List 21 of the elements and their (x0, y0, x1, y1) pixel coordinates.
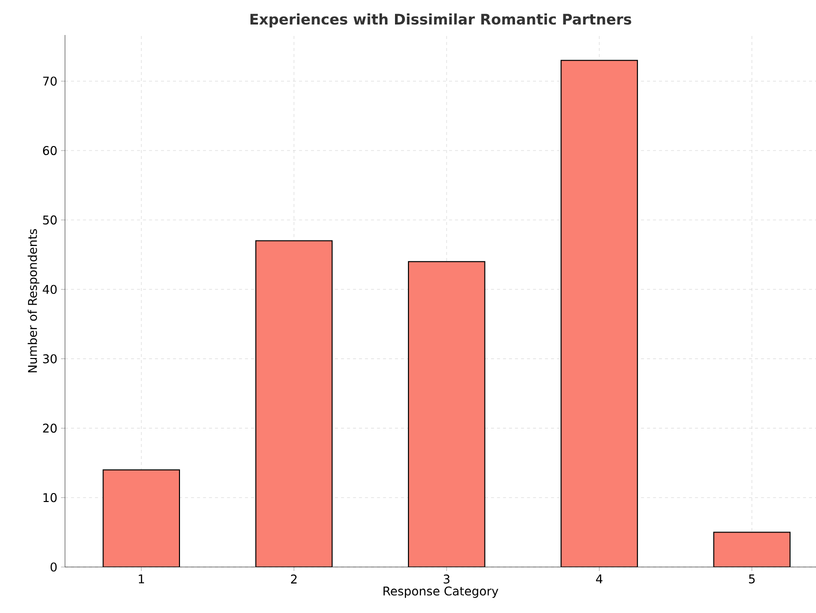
x-tick-label: 2 (291, 574, 297, 584)
x-tick-label: 1 (138, 574, 144, 584)
y-tick-label: 70 (43, 76, 57, 86)
y-tick-label: 40 (42, 284, 57, 294)
x-tick-label: 3 (444, 574, 450, 584)
x-axis-title: Response Category (384, 586, 498, 598)
y-tick-label: 0 (50, 562, 57, 572)
bar (560, 60, 638, 567)
x-tick-label: 4 (596, 574, 602, 584)
y-axis-title: Number of Respondents (28, 229, 40, 372)
bar (255, 240, 333, 567)
bar (713, 532, 791, 567)
chart-title: Experiences with Dissimilar Romantic Partners (250, 13, 632, 28)
bar (408, 261, 486, 567)
y-tick-label: 50 (43, 215, 57, 225)
y-tick-label: 60 (43, 146, 57, 156)
y-tick-label: 30 (43, 354, 57, 364)
x-tick-label: 5 (749, 574, 755, 584)
bar (102, 469, 180, 567)
y-tick-label: 10 (44, 493, 57, 502)
y-tick-label: 20 (43, 424, 57, 433)
